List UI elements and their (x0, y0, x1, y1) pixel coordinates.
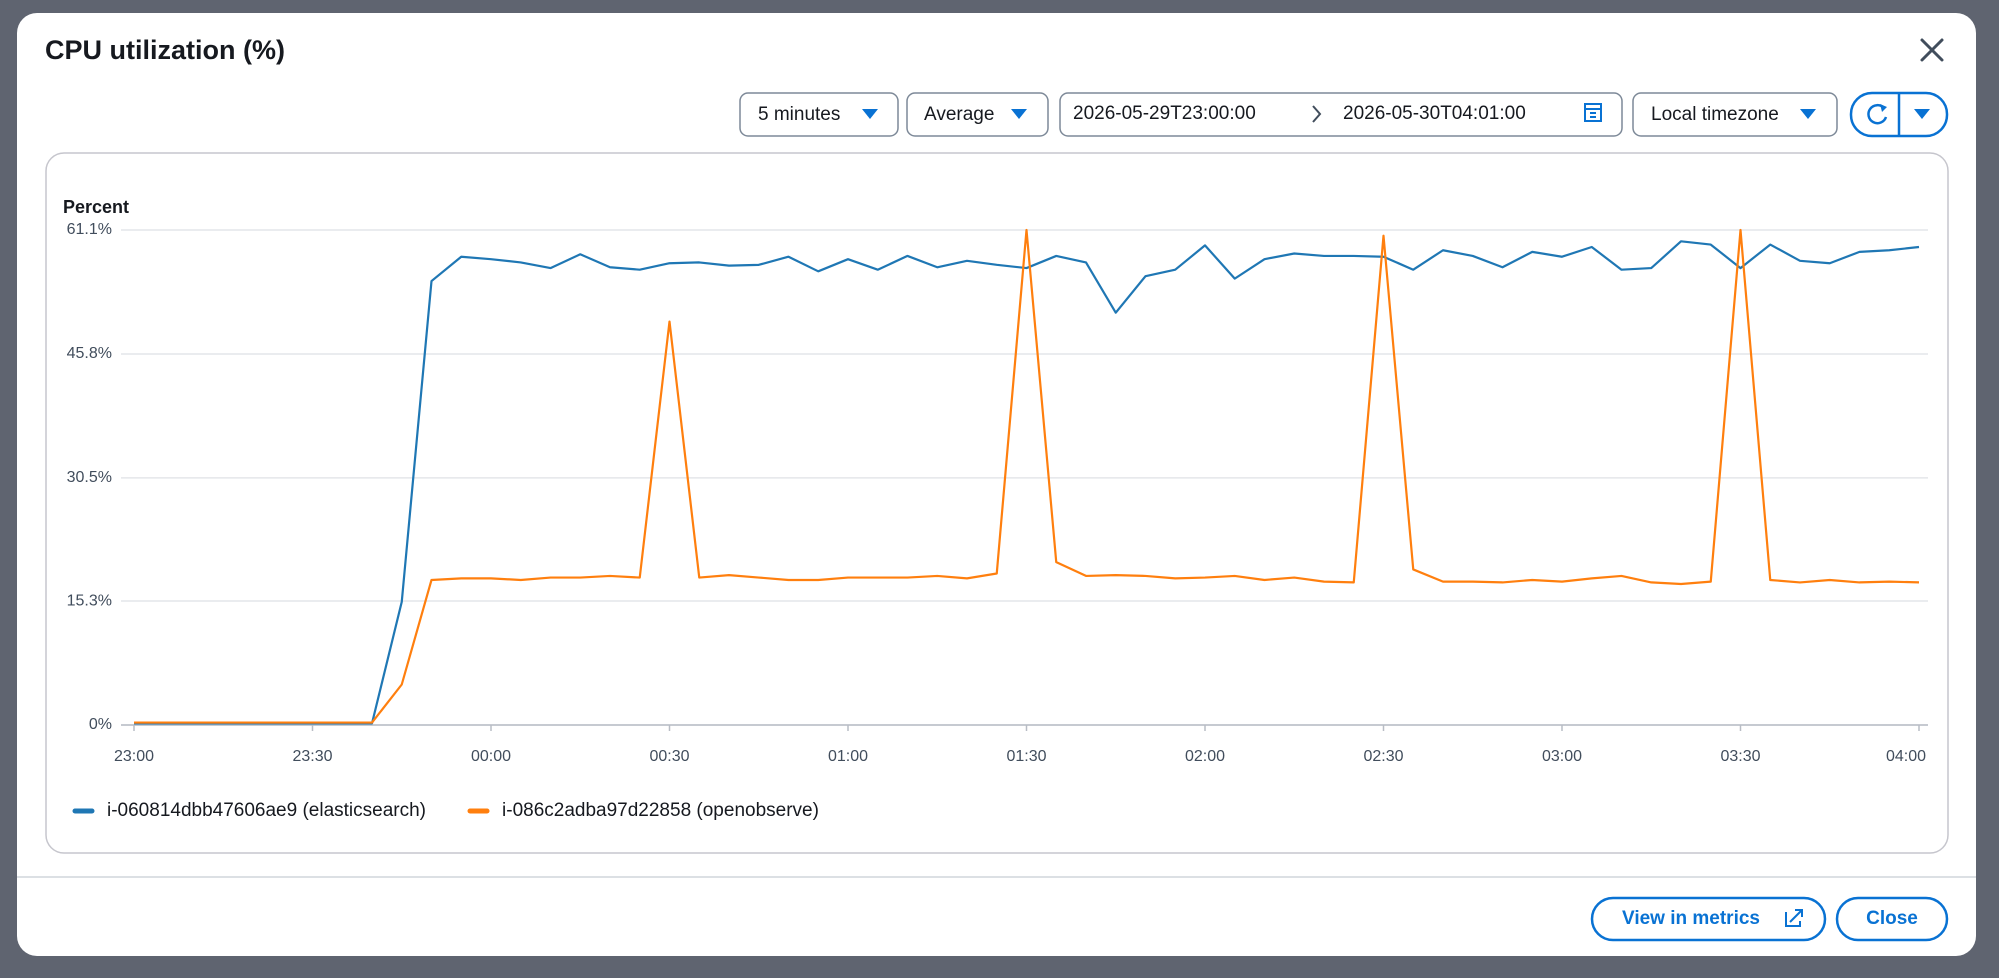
x-tick-label: 01:00 (828, 748, 868, 765)
view-in-metrics-button[interactable]: View in metrics (1590, 896, 1827, 942)
x-tick-label: 03:00 (1542, 748, 1582, 765)
start-date: 2026-05-29T23:00:00 (1073, 103, 1256, 124)
x-tick-label: 23:30 (292, 748, 332, 765)
modal-title: CPU utilization (%) (45, 35, 285, 65)
close-label: Close (1866, 908, 1918, 929)
x-tick-label: 03:30 (1720, 748, 1760, 765)
y-tick-label: 30.5% (67, 469, 112, 486)
timezone-text: Local timezone (1651, 104, 1779, 125)
y-tick-label: 15.3% (67, 592, 112, 609)
refresh-button[interactable] (1849, 91, 1949, 138)
view-in-metrics-label: View in metrics (1622, 908, 1760, 929)
x-tick-label: 02:00 (1185, 748, 1225, 765)
series-line (134, 240, 1920, 725)
timezone-select[interactable]: Local timezone (1632, 92, 1838, 137)
legend-label: i-060814dbb47606ae9 (elasticsearch) (107, 800, 426, 821)
x-tick-label: 04:00 (1886, 748, 1926, 765)
period-text: 5 minutes (758, 104, 840, 125)
date-range[interactable]: 2026-05-29T23:00:00 2026-05-30T04:01:00 (1059, 92, 1623, 137)
legend-label: i-086c2adba97d22858 (openobserve) (502, 800, 819, 821)
x-tick-label: 01:30 (1006, 748, 1046, 765)
statistic-select[interactable]: Average (906, 92, 1049, 137)
close-icon[interactable] (1920, 38, 1944, 62)
series-line (134, 228, 1920, 724)
x-tick-label: 02:30 (1363, 748, 1403, 765)
chart: 0% 15.3% 30.5% 45.8% 61.1% 23:00 23:30 00:00 00:… (67, 221, 1928, 821)
close-button[interactable]: Close (1835, 896, 1949, 942)
x-tick-label: 00:00 (471, 748, 511, 765)
chart-container (45, 152, 1949, 854)
y-tick-label: 61.1% (67, 221, 112, 238)
period-select[interactable]: 5 minutes (739, 92, 899, 137)
statistic-text: Average (924, 104, 994, 125)
x-tick-label: 23:00 (114, 748, 154, 765)
y-tick-label: 45.8% (67, 345, 112, 362)
end-date: 2026-05-30T04:01:00 (1343, 103, 1526, 124)
y-axis-title: Percent (63, 197, 129, 217)
x-tick-label: 00:30 (649, 748, 689, 765)
y-tick-label: 0% (89, 716, 112, 733)
